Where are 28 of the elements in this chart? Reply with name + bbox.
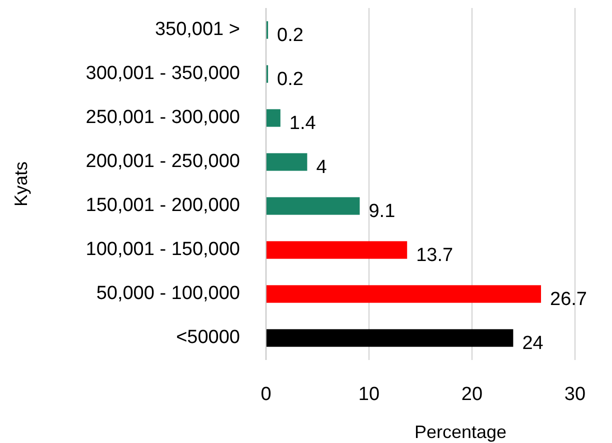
bar — [266, 153, 308, 171]
y-tick-label: 150,001 - 200,000 — [86, 195, 240, 216]
bar — [266, 109, 280, 127]
y-tick-label: 300,001 - 350,000 — [86, 63, 240, 84]
y-tick-label: 100,001 - 150,000 — [86, 239, 240, 260]
x-tick-label: 20 — [461, 384, 483, 406]
bar — [266, 329, 514, 347]
data-label: 4 — [316, 157, 328, 178]
data-label: 13.7 — [416, 245, 454, 266]
data-label: 26.7 — [550, 289, 587, 310]
y-tick-label: 350,001 > — [154, 19, 240, 40]
y-axis-title: Kyats — [10, 161, 31, 207]
x-tick-label: 30 — [564, 384, 586, 406]
y-tick-label: 200,001 - 250,000 — [86, 151, 240, 172]
bar — [266, 197, 360, 215]
x-tick-label: 10 — [358, 384, 380, 406]
data-label: 0.2 — [277, 25, 304, 46]
bar — [266, 241, 408, 259]
data-label: 1.4 — [289, 113, 316, 134]
y-tick-label: 50,000 - 100,000 — [96, 283, 240, 304]
data-label: 24 — [522, 333, 544, 354]
data-label: 0.2 — [277, 69, 304, 90]
y-tick-label: 250,001 - 300,000 — [86, 107, 240, 128]
bar — [266, 285, 542, 303]
y-tick-label: <50000 — [176, 327, 240, 348]
data-label: 9.1 — [368, 201, 396, 222]
x-axis-title: Percentage — [414, 422, 507, 442]
x-tick-label: 0 — [260, 384, 272, 406]
